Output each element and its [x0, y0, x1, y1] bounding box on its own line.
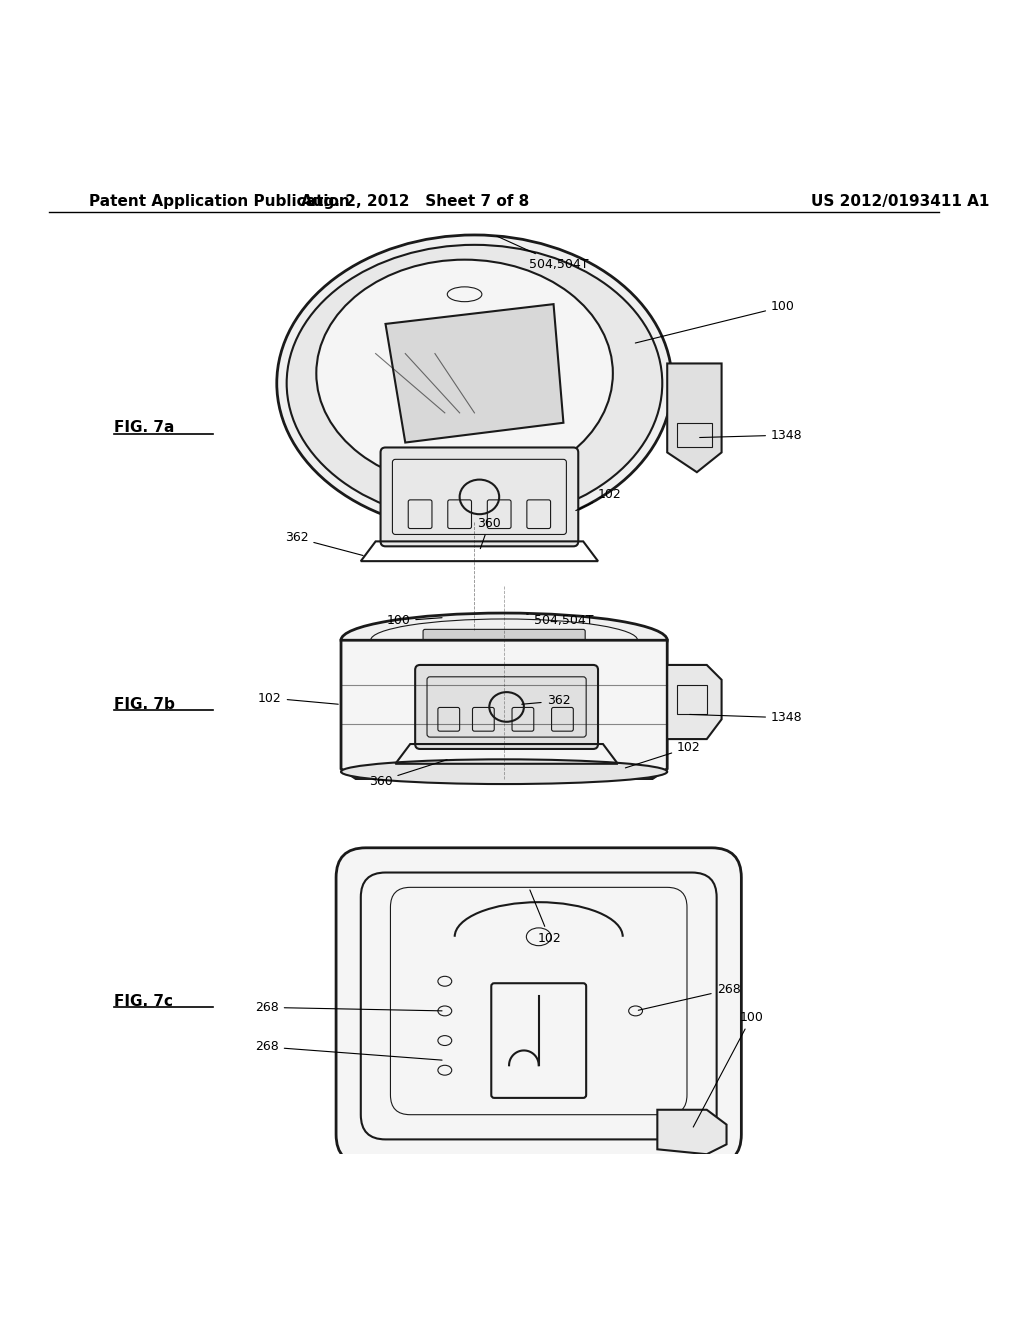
FancyBboxPatch shape: [423, 630, 585, 645]
Text: 362: 362: [285, 532, 364, 556]
Text: FIG. 7a: FIG. 7a: [114, 420, 174, 436]
Text: FIG. 7b: FIG. 7b: [114, 697, 174, 711]
Ellipse shape: [316, 260, 612, 487]
Text: 100: 100: [693, 1011, 763, 1127]
Polygon shape: [385, 304, 563, 442]
Polygon shape: [668, 665, 722, 739]
FancyBboxPatch shape: [336, 847, 741, 1164]
Text: 504,504T: 504,504T: [526, 614, 593, 627]
Polygon shape: [668, 363, 722, 473]
Text: 360: 360: [369, 760, 447, 788]
Text: 100: 100: [635, 300, 795, 343]
Text: 102: 102: [626, 741, 700, 768]
FancyBboxPatch shape: [415, 665, 598, 748]
Text: 102: 102: [575, 488, 622, 511]
Text: 268: 268: [255, 1001, 442, 1014]
Text: 102: 102: [529, 890, 561, 945]
FancyBboxPatch shape: [381, 447, 579, 546]
Text: 268: 268: [638, 983, 740, 1010]
Text: FIG. 7c: FIG. 7c: [114, 994, 173, 1008]
Text: 100: 100: [386, 614, 442, 627]
Text: Patent Application Publication: Patent Application Publication: [89, 194, 350, 209]
Text: 268: 268: [255, 1040, 442, 1060]
Text: 1348: 1348: [699, 429, 803, 442]
Text: 362: 362: [521, 694, 570, 708]
Text: US 2012/0193411 A1: US 2012/0193411 A1: [811, 194, 989, 209]
Ellipse shape: [341, 612, 668, 668]
Text: Aug. 2, 2012   Sheet 7 of 8: Aug. 2, 2012 Sheet 7 of 8: [301, 194, 529, 209]
Ellipse shape: [276, 235, 672, 532]
Polygon shape: [657, 1110, 726, 1154]
Polygon shape: [341, 640, 668, 779]
Text: 360: 360: [477, 516, 501, 549]
Ellipse shape: [341, 759, 668, 784]
Text: 504,504T: 504,504T: [497, 236, 588, 271]
Ellipse shape: [287, 244, 663, 521]
Text: 102: 102: [258, 692, 338, 705]
Text: 1348: 1348: [690, 711, 803, 725]
